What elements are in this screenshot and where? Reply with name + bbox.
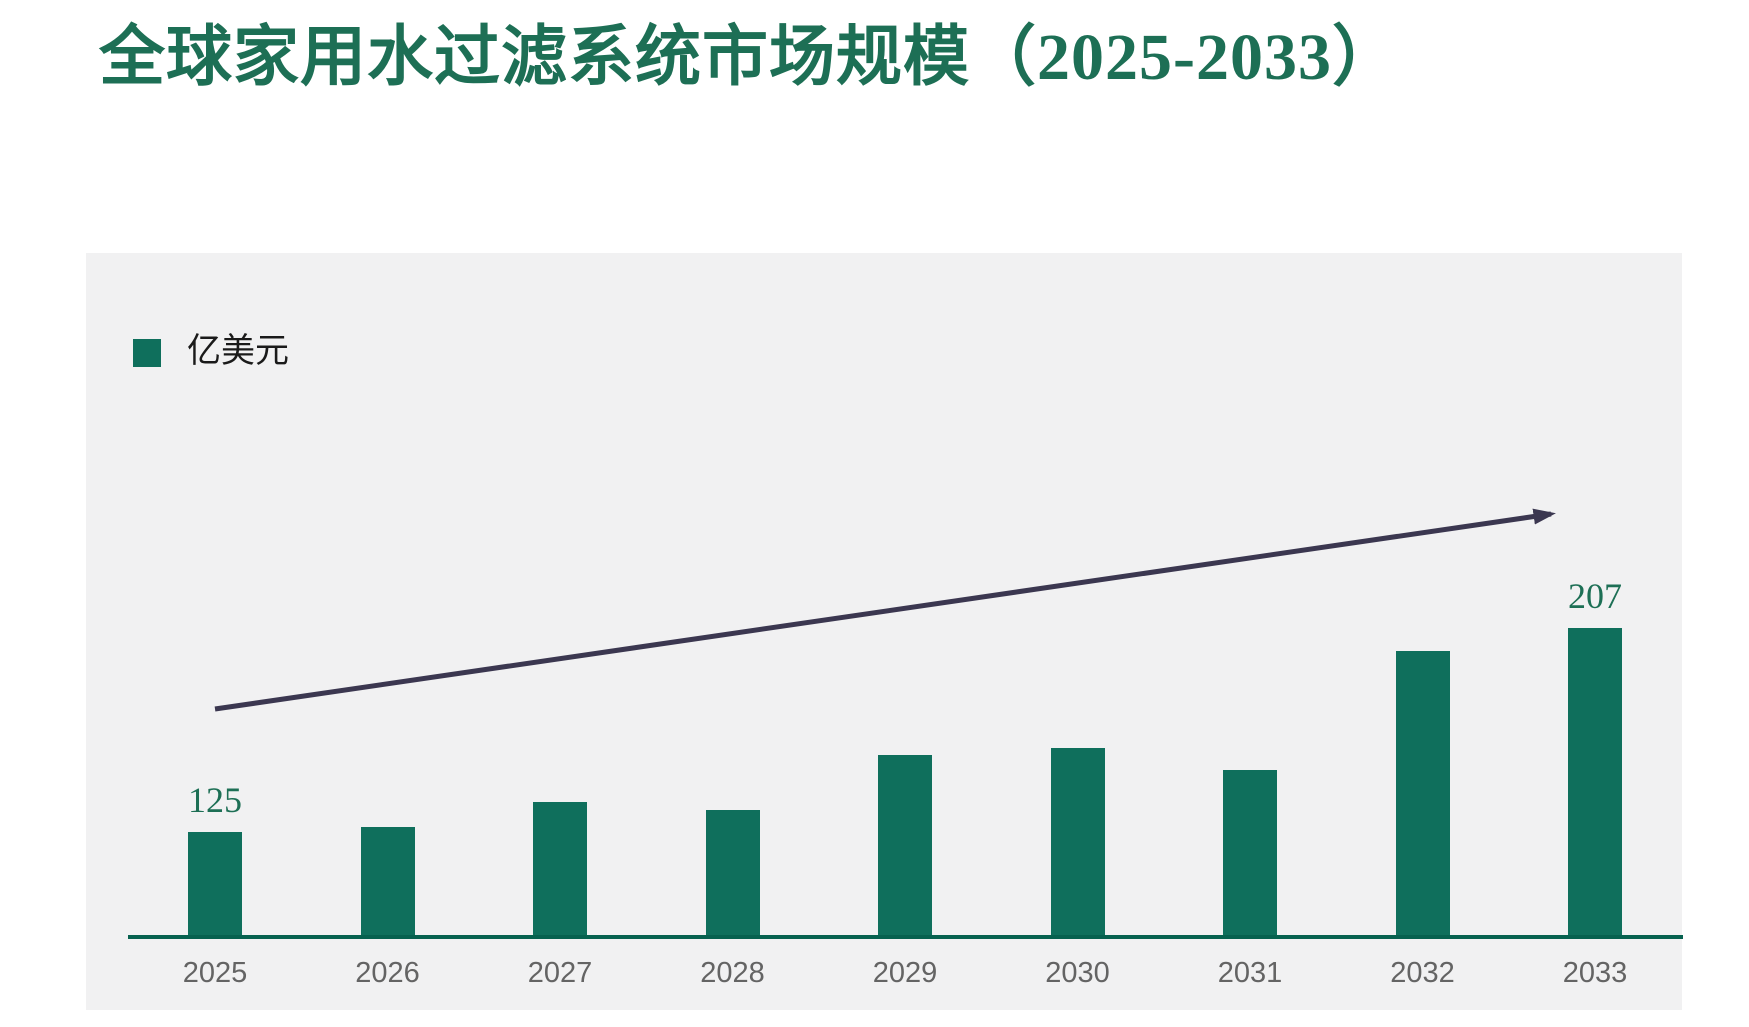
x-tick-2028: 2028 [700, 957, 765, 989]
x-tick-2026: 2026 [355, 957, 420, 989]
data-label-2025: 125 [188, 780, 242, 820]
page-title: 全球家用水过滤系统市场规模（2025-2033） [99, 21, 1399, 94]
data-label-2033: 207 [1568, 576, 1622, 616]
x-tick-2030: 2030 [1045, 957, 1110, 989]
bar-2026 [360, 827, 415, 937]
x-tick-2027: 2027 [527, 957, 593, 989]
bar-2025 [188, 832, 242, 937]
x-tick-2029: 2029 [872, 957, 938, 989]
x-tick-2025: 2025 [182, 957, 248, 989]
bar-2027 [533, 802, 587, 937]
x-tick-2032: 2032 [1390, 957, 1455, 989]
x-tick-2031: 2031 [1217, 957, 1283, 989]
bar-2029 [878, 755, 932, 937]
bar-2033 [1568, 628, 1622, 937]
x-axis-line [128, 935, 1683, 939]
bar-2030 [1050, 748, 1105, 937]
x-tick-2033: 2033 [1562, 957, 1628, 989]
bar-2032 [1395, 651, 1450, 937]
legend-swatch-icon [133, 339, 161, 367]
legend-label: 亿美元 [187, 333, 289, 370]
bar-2028 [705, 810, 760, 937]
bar-2031 [1223, 770, 1277, 937]
